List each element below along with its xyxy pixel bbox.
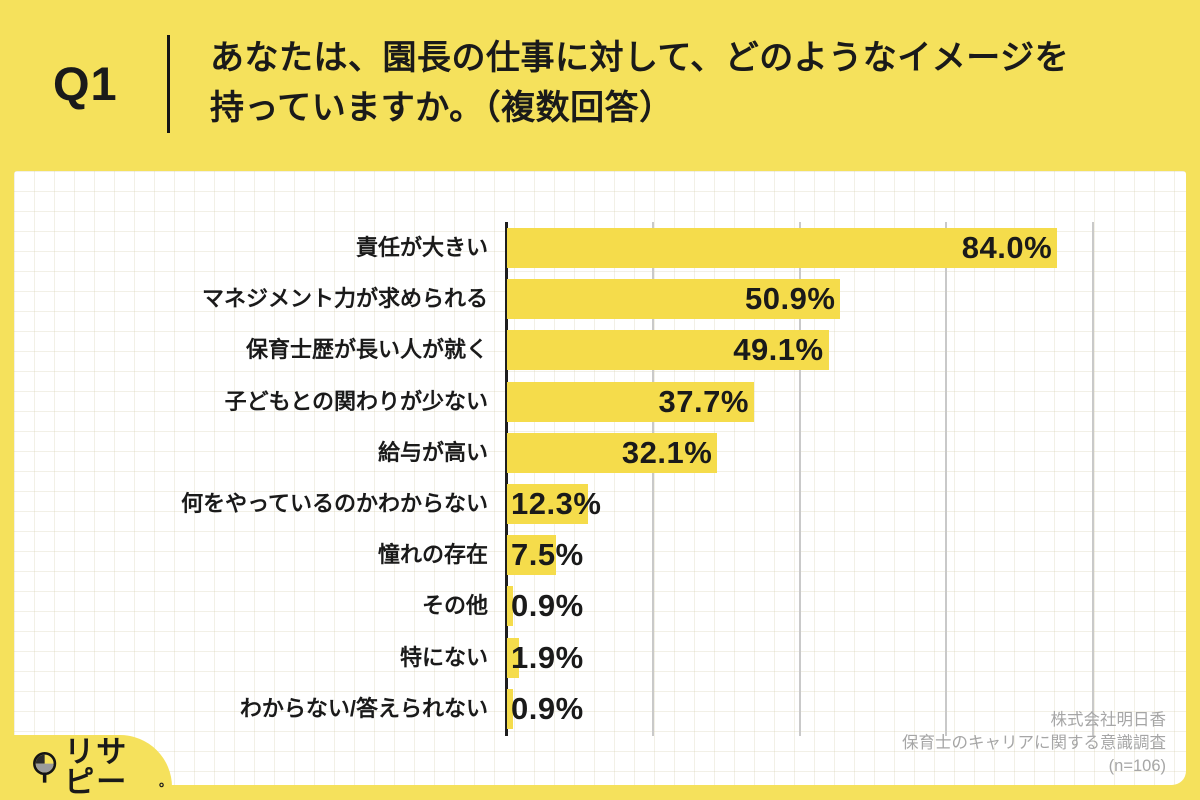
source-note: 株式会社明日香 保育士のキャリアに関する意識調査 (n=106)	[902, 709, 1166, 778]
title-line-2: 持っていますか。（複数回答）	[210, 89, 674, 127]
value-label: 37.7%	[658, 383, 749, 419]
chart-card: 責任が大きい 84.0% マネジメント力が求められる 50.9% 保育士歴が長い人が就く…	[14, 171, 1186, 785]
page-title: あなたは、園長の仕事に対して、どのようなイメージを 持っていますか。（複数回答）	[210, 33, 1069, 133]
bar	[507, 228, 1058, 268]
bar	[507, 535, 557, 576]
bar-row: 特にない 1.9%	[14, 637, 1186, 678]
category-label: 何をやっているのかわからない	[181, 491, 488, 516]
value-label: 0.9%	[511, 690, 584, 726]
category-label: 特にない	[399, 644, 488, 670]
bar	[507, 688, 513, 729]
bar	[507, 330, 829, 371]
value-label: 12.3%	[511, 486, 602, 521]
question-number: Q1	[53, 57, 118, 110]
category-label: わからない/答えられない	[239, 695, 488, 721]
pie-magnifier-icon	[33, 751, 57, 783]
source-sample-size: (n=106)	[1108, 757, 1166, 775]
bar	[507, 279, 841, 320]
bar-row: 憧れの存在 7.5%	[14, 535, 1186, 576]
bar-row: 何をやっているのかわからない 12.3%	[14, 484, 1186, 524]
bar-row: マネジメント力が求められる 50.9%	[14, 279, 1186, 320]
source-survey-name: 保育士のキャリアに関する意識調査	[902, 734, 1166, 752]
category-label: 子どもとの関わりが少ない	[224, 388, 488, 414]
title-line-1: あなたは、園長の仕事に対して、どのようなイメージを	[210, 39, 1070, 77]
bar	[507, 432, 718, 473]
category-label: その他	[421, 593, 488, 619]
x-gridline	[652, 222, 654, 736]
value-label: 84.0%	[961, 230, 1053, 265]
value-label: 49.1%	[733, 332, 824, 368]
x-gridline	[945, 222, 947, 736]
category-label: 責任が大きい	[355, 235, 488, 260]
logo-trademark-dot: 。	[158, 774, 172, 789]
bar-row: 給与が高い 32.1%	[14, 432, 1186, 473]
value-label: 50.9%	[745, 281, 836, 317]
value-label: 1.9%	[511, 639, 584, 675]
bar-row: 責任が大きい 84.0%	[14, 228, 1186, 268]
bar-row: 保育士歴が長い人が就く 49.1%	[14, 330, 1186, 371]
bar	[507, 484, 588, 524]
category-label: 給与が高い	[377, 439, 488, 465]
category-label: 保育士歴が長い人が就く	[245, 337, 488, 363]
bar	[507, 381, 754, 422]
risapi-logo: リサピー 。	[0, 735, 172, 800]
value-label: 32.1%	[621, 434, 713, 470]
bar	[507, 637, 520, 678]
bar-row: その他 0.9%	[14, 586, 1186, 627]
value-label: 7.5%	[511, 537, 584, 573]
source-company: 株式会社明日香	[1050, 711, 1167, 729]
bar-row: 子どもとの関わりが少ない 37.7%	[14, 381, 1186, 422]
bar	[507, 586, 513, 627]
category-label: マネジメント力が求められる	[201, 286, 488, 312]
category-label: 憧れの存在	[377, 542, 488, 568]
header-divider	[167, 35, 170, 133]
logo-text: リサピー	[64, 735, 129, 799]
value-label: 0.9%	[511, 588, 584, 624]
y-axis-line	[505, 222, 508, 736]
x-gridline	[1092, 222, 1094, 736]
x-gridline	[799, 222, 801, 736]
bar-row: わからない/答えられない 0.9%	[14, 688, 1186, 729]
